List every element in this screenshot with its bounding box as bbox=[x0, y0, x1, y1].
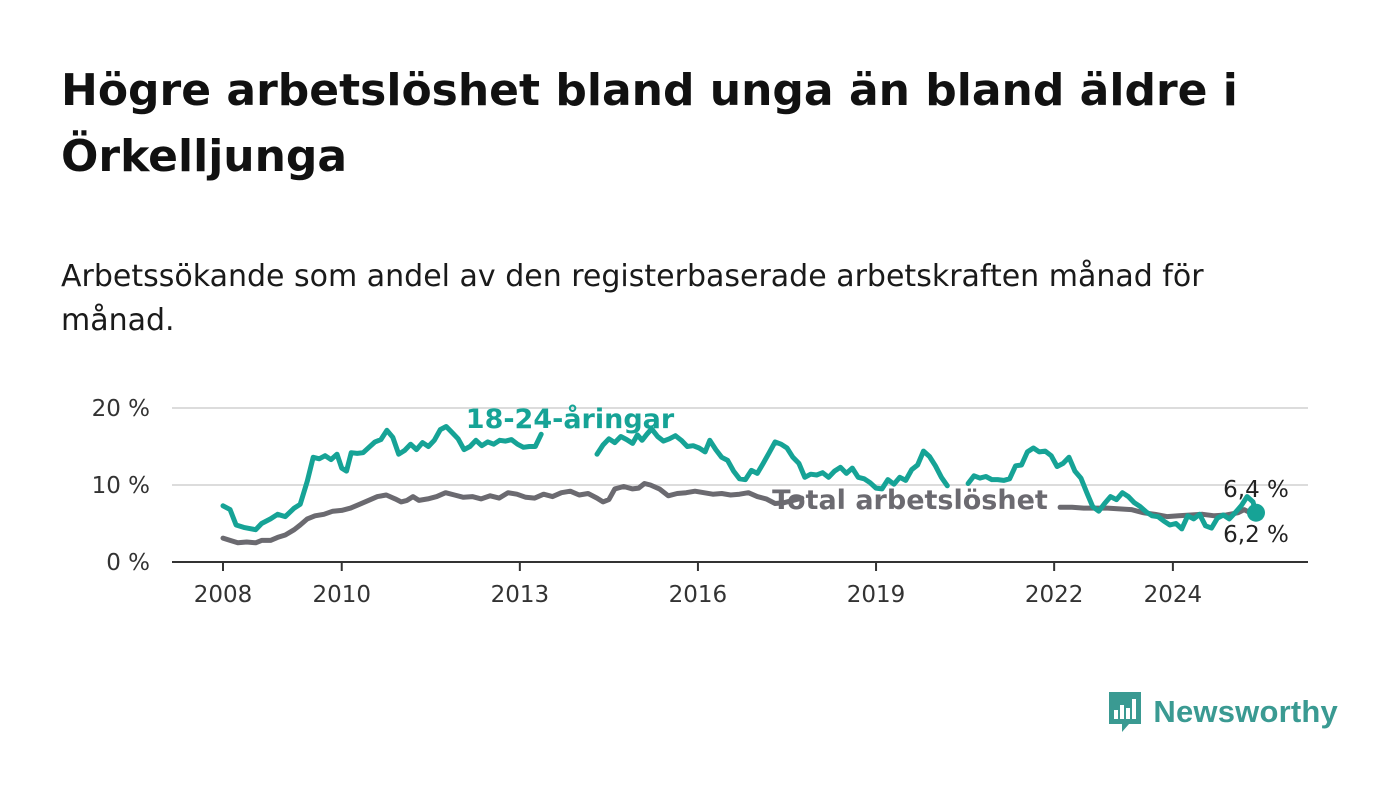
x-tick-label: 2022 bbox=[1025, 582, 1084, 608]
end-point-marker-18-24 bbox=[1247, 503, 1265, 522]
brand-logo: Newsworthy bbox=[1107, 690, 1338, 734]
series-line-total bbox=[220, 481, 1259, 546]
y-tick-label: 0 % bbox=[106, 550, 150, 576]
chart-subtitle: Arbetssökande som andel av den registerb… bbox=[61, 259, 1204, 338]
end-value-label-18-24: 6,4 % bbox=[1223, 477, 1289, 503]
series-line-18-24 bbox=[220, 424, 1259, 533]
x-tick-label: 2010 bbox=[312, 582, 371, 608]
newsworthy-logo-icon bbox=[1109, 692, 1142, 732]
series-label-total: Total arbetslöshet bbox=[772, 485, 1048, 516]
chart-title: Högre arbetslöshet bland unga än bland ä… bbox=[61, 65, 1238, 182]
x-tick-label: 2019 bbox=[847, 582, 906, 608]
brand-name: Newsworthy bbox=[1153, 694, 1338, 729]
x-tick-label: 2016 bbox=[669, 582, 728, 608]
series-label-18-24: 18-24-åringar bbox=[466, 403, 675, 435]
x-tick-label: 2008 bbox=[194, 582, 253, 608]
x-tick-label: 2024 bbox=[1144, 582, 1203, 608]
end-value-label-total: 6,2 % bbox=[1223, 522, 1289, 548]
y-tick-label: 20 % bbox=[92, 396, 150, 422]
x-tick-label: 2013 bbox=[491, 582, 550, 608]
y-tick-label: 10 % bbox=[92, 473, 150, 499]
